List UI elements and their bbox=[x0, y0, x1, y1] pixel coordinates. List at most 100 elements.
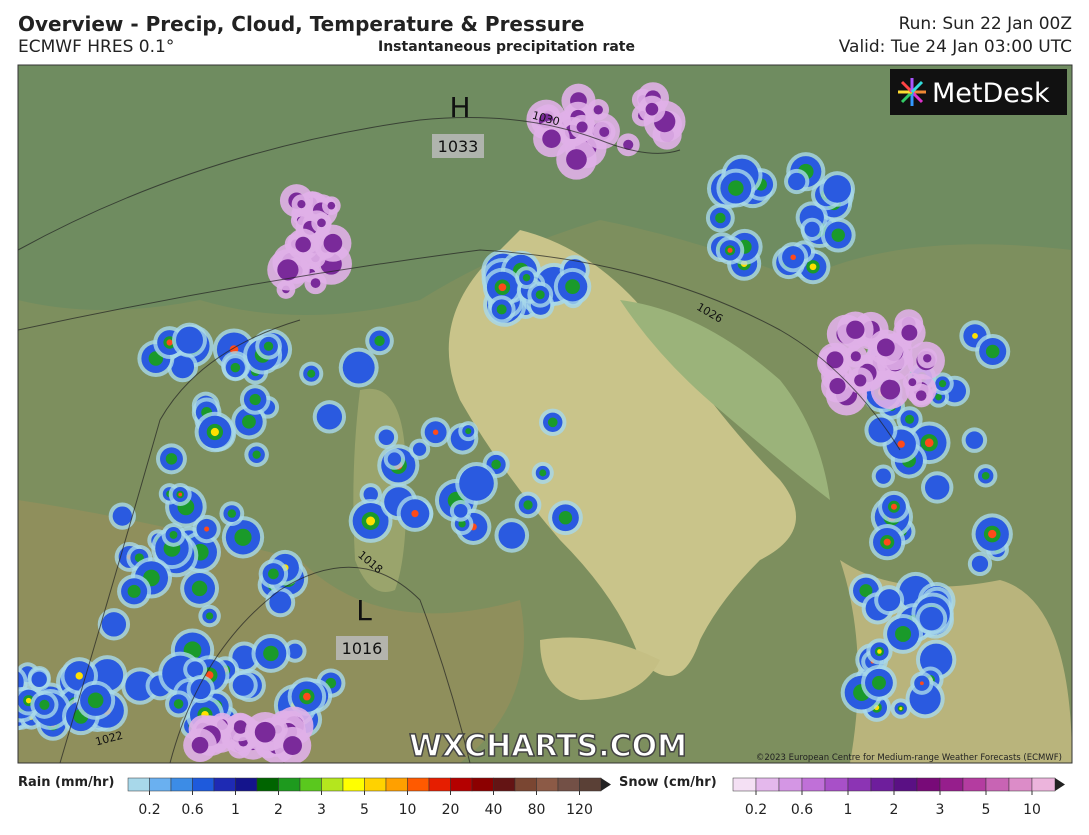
legend-swatch bbox=[985, 777, 1010, 792]
rain-cell bbox=[101, 612, 127, 637]
rain-core bbox=[496, 304, 507, 315]
valid: Valid: Tue 24 Jan 03:00 UTC bbox=[838, 37, 1072, 57]
rain-core bbox=[166, 339, 173, 346]
snow-cell bbox=[310, 278, 321, 288]
rain-core bbox=[127, 584, 141, 598]
legend-swatch bbox=[278, 777, 301, 792]
copyright: ©2023 European Centre for Medium-range W… bbox=[756, 753, 1062, 763]
rain-core bbox=[227, 509, 237, 518]
legend-swatch bbox=[755, 777, 780, 792]
rain-core bbox=[890, 503, 897, 510]
snow-cell bbox=[923, 354, 932, 363]
snow-cell bbox=[191, 736, 209, 754]
logo: MetDesk bbox=[932, 78, 1050, 109]
legend-swatch bbox=[962, 777, 987, 792]
rain-cell bbox=[823, 175, 852, 203]
legend-swatch bbox=[493, 777, 516, 792]
rain-cell bbox=[971, 555, 989, 573]
rain-cell bbox=[232, 645, 257, 670]
legend-swatch bbox=[256, 777, 279, 792]
product: Instantaneous precipitation rate bbox=[378, 39, 635, 55]
legend-swatch bbox=[192, 777, 215, 792]
rain-core bbox=[249, 393, 261, 406]
rain-core bbox=[935, 393, 942, 401]
italy bbox=[448, 230, 796, 676]
legend-swatch bbox=[471, 777, 494, 792]
rain-cell bbox=[190, 678, 211, 700]
snow-cell bbox=[880, 379, 901, 400]
snow-cell bbox=[277, 259, 299, 281]
legend-swatch bbox=[428, 777, 451, 792]
rain-core bbox=[263, 645, 279, 662]
rain-core bbox=[877, 649, 882, 654]
legend-tick-label: 40 bbox=[485, 802, 503, 818]
snow-cell bbox=[593, 105, 603, 115]
snow-label: Snow (cm/hr) bbox=[619, 775, 717, 790]
rain-cell bbox=[187, 661, 204, 678]
rain-core bbox=[191, 580, 208, 597]
rain-cell bbox=[287, 643, 303, 659]
rain-core bbox=[366, 516, 376, 526]
rain-core bbox=[728, 180, 744, 196]
rain-core bbox=[883, 538, 891, 546]
rain-core bbox=[539, 469, 547, 477]
legend-tick-label: 1 bbox=[231, 802, 240, 818]
rain-core bbox=[374, 335, 385, 346]
rain-cell bbox=[363, 487, 378, 502]
legend-tick-label: 120 bbox=[566, 802, 593, 818]
map-frame bbox=[17, 64, 1073, 764]
legend-tick-label: 20 bbox=[442, 802, 460, 818]
legend: 0.2 0.6 1 2 3 5 10 20 40 80 120 0.2 0.6 1 2 3 5 10 bbox=[127, 777, 1065, 818]
map-area bbox=[18, 65, 1072, 763]
legend-swatch bbox=[732, 777, 757, 792]
rain-cell bbox=[453, 504, 468, 518]
snow-cell bbox=[645, 102, 659, 116]
legend-swatch bbox=[893, 777, 918, 792]
legend-swatch bbox=[557, 777, 580, 792]
rain-core bbox=[303, 692, 311, 701]
rain-cell bbox=[378, 429, 395, 446]
legend-swatch bbox=[450, 777, 473, 792]
rain-core bbox=[547, 417, 558, 428]
rain-cell bbox=[232, 674, 254, 696]
legend-tick-label: 3 bbox=[317, 802, 326, 818]
rain-cell bbox=[125, 671, 155, 701]
rain-core bbox=[985, 344, 1000, 359]
rain-core bbox=[988, 529, 997, 539]
rain-core bbox=[458, 520, 466, 528]
legend-tick-label: 0.2 bbox=[745, 802, 767, 818]
rain-label: Rain (mm/hr) bbox=[18, 775, 114, 790]
rain-core bbox=[558, 511, 573, 525]
rain-cell bbox=[878, 589, 901, 612]
watermark: WXCHARTS.COM bbox=[409, 729, 687, 764]
rain-core bbox=[18, 716, 19, 718]
logo-icon bbox=[898, 78, 926, 106]
snow-cell bbox=[542, 129, 561, 148]
rain-core bbox=[204, 526, 210, 532]
legend-swatch bbox=[939, 777, 964, 792]
legend-swatch bbox=[579, 777, 602, 792]
rain-core bbox=[790, 254, 796, 261]
legend-tick-label: 0.6 bbox=[791, 802, 813, 818]
snow-cell bbox=[327, 201, 336, 210]
rain-core bbox=[924, 438, 934, 448]
snow-cell bbox=[576, 121, 588, 133]
rain-cell bbox=[112, 506, 132, 526]
model: ECMWF HRES 0.1° bbox=[18, 37, 175, 57]
rain-core bbox=[899, 707, 903, 711]
rain-core bbox=[859, 584, 873, 598]
snow-cell bbox=[599, 126, 610, 137]
rain-core bbox=[905, 414, 915, 424]
legend-swatch bbox=[514, 777, 537, 792]
rain-cell bbox=[919, 606, 944, 631]
snow-cell bbox=[623, 139, 634, 150]
rain-core bbox=[491, 459, 501, 470]
title: Overview - Precip, Cloud, Temperature & … bbox=[18, 12, 585, 36]
pressure-symbol: H bbox=[449, 91, 470, 124]
snow-cell bbox=[854, 374, 867, 387]
rain-cell bbox=[342, 351, 375, 384]
legend-tick-label: 2 bbox=[890, 802, 899, 818]
legend-tick-label: 5 bbox=[360, 802, 369, 818]
legend-swatch bbox=[801, 777, 826, 792]
